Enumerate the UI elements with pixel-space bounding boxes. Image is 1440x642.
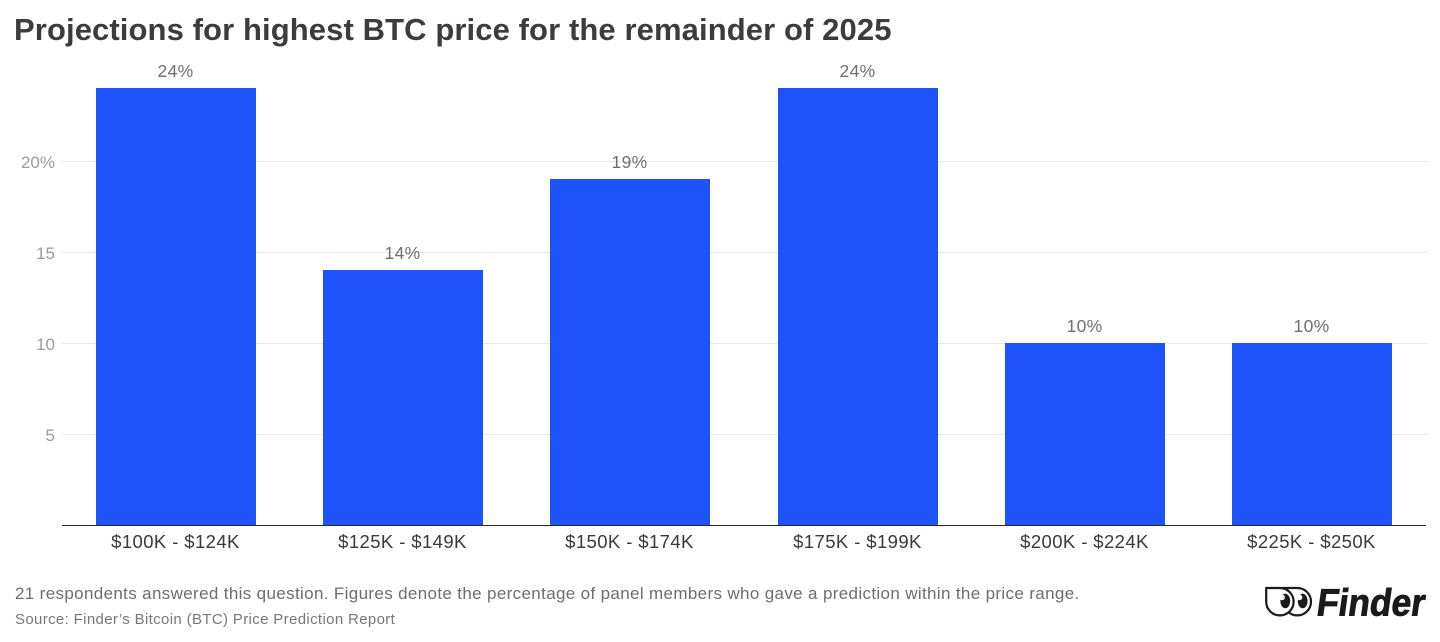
svg-text:Finder: Finder bbox=[1314, 585, 1428, 619]
